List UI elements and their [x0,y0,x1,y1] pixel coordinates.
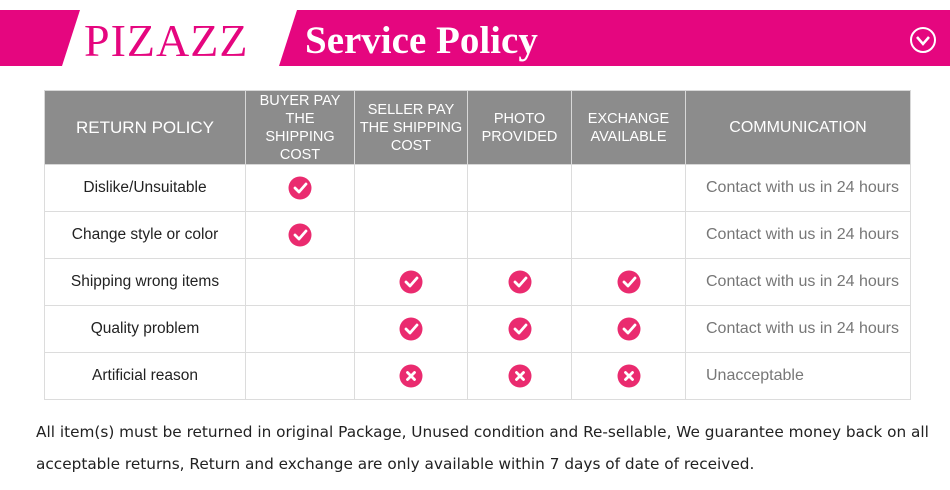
row-note: Contact with us in 24 hours [685,258,911,306]
table-cell [467,305,572,353]
brand: PIZAZZ [84,15,248,66]
table-cell [354,164,468,212]
column-header: BUYER PAY THE SHIPPING COST [245,90,355,165]
table-cell [571,352,686,400]
cross-icon [617,364,640,388]
table-cell [571,258,686,306]
policy-table: RETURN POLICY BUYER PAY THE SHIPPING COS… [44,90,911,400]
header-row: RETURN POLICY BUYER PAY THE SHIPPING COS… [44,90,911,165]
check-icon [399,270,423,294]
column-header: RETURN POLICY [44,90,246,165]
table-cell [571,164,686,212]
table-row: Dislike/Unsuitable Contact with us in 24 … [44,164,911,212]
table-row: Quality problem Contact with us in 24 hou… [44,305,911,353]
row-label: Artificial reason [44,352,246,400]
row-label: Dislike/Unsuitable [44,164,246,212]
table-cell [245,258,355,306]
column-header: PHOTO PROVIDED [467,90,572,165]
cross-icon [399,364,423,388]
table-cell [245,211,355,259]
table-cell [467,258,572,306]
table-row: Shipping wrong items Contact with us in 2… [44,258,911,306]
table-cell [354,352,468,400]
column-header: SELLER PAY THE SHIPPING COST [354,90,468,165]
table-cell [571,305,686,353]
table-cell [354,211,468,259]
check-icon [617,270,640,294]
cross-icon [508,364,531,388]
table-row: Change style or color Contact with us in … [44,211,911,259]
check-icon [399,317,423,341]
table-cell [245,352,355,400]
table-cell [245,164,355,212]
table-cell [467,164,572,212]
row-note: Unacceptable [685,352,911,400]
header: PIZAZZ Service Policy [0,10,950,66]
check-icon [288,176,312,200]
row-label: Change style or color [44,211,246,259]
page-title: Service Policy [305,19,538,62]
check-icon [508,270,531,294]
dropdown-icon[interactable] [910,27,936,53]
table-cell [467,352,572,400]
table-cell [354,305,468,353]
check-icon [508,317,531,341]
table-row: Artificial reason Unacceptable [44,352,911,400]
column-header: EXCHANGE AVAILABLE [571,90,686,165]
row-label: Shipping wrong items [44,258,246,306]
row-note: Contact with us in 24 hours [685,164,911,212]
row-note: Contact with us in 24 hours [685,305,911,353]
footer-note: All item(s) must be returned in original… [36,423,929,473]
row-label: Quality problem [44,305,246,353]
table-cell [354,258,468,306]
table-cell [467,211,572,259]
check-icon [288,223,312,247]
check-icon [617,317,640,341]
table-cell [571,211,686,259]
brand-panel [62,10,297,66]
row-note: Contact with us in 24 hours [685,211,911,259]
table-cell [245,305,355,353]
column-header: COMMUNICATION [685,90,911,165]
